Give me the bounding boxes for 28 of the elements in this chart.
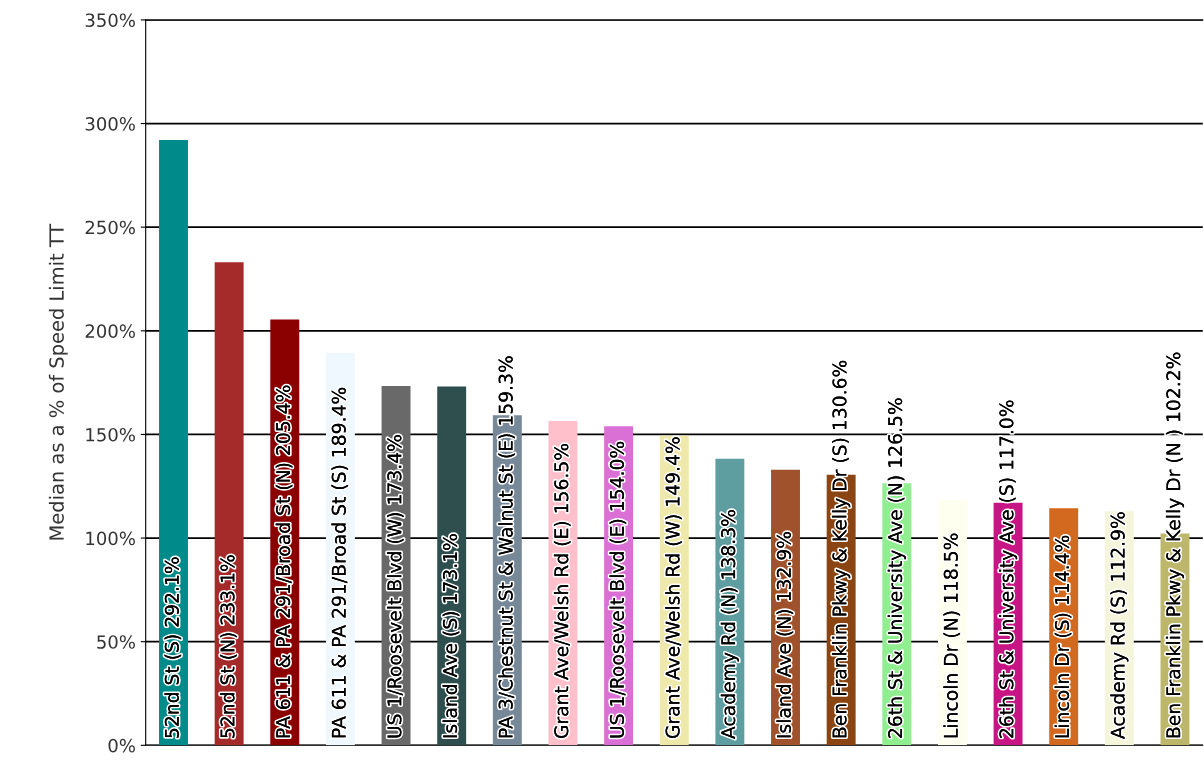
category-label: PA 3/Chestnut St & Walnut St (E) 159.3% xyxy=(498,356,515,738)
category-label: Lincoln Dr (S) 114.4% xyxy=(1054,535,1072,738)
y-axis-title: Median as a % of Speed Limit TT xyxy=(48,223,68,540)
category-label: Lincoln Dr (N) 118.5% xyxy=(943,533,961,738)
category-label: 52nd St (S) 292.1% xyxy=(164,557,182,738)
y-tick-label: 300% xyxy=(85,117,135,131)
y-tick-label: 150% xyxy=(86,427,135,442)
category-label: PA 611 & PA 291/Broad St (N) 205.4% xyxy=(275,385,293,738)
category-label: Island Ave (S) 173.1% xyxy=(442,534,460,738)
category-label: Grant Ave/Welsh Rd (E) 156.5% xyxy=(553,443,571,739)
category-label: Academy Rd (N) 138.3% xyxy=(720,510,739,739)
y-tick-label: 50% xyxy=(97,635,135,649)
y-tick-label: 200% xyxy=(85,324,135,338)
category-label: Ben Franklin Pkwy & Kelly Dr (N ) 102.2% xyxy=(1165,352,1185,738)
category-label: 52nd St (N) 233.1% xyxy=(220,555,237,738)
y-tick-label: 350% xyxy=(85,13,135,28)
category-label: 26th St & University Ave (S) 117.0% xyxy=(998,400,1018,738)
category-label: US 1/Roosevelt Blvd (W) 173.4% xyxy=(386,435,404,738)
category-label: 26th St & University Ave (N) 126.5% xyxy=(887,398,906,738)
category-label: Academy Rd (S) 112.9% xyxy=(1110,512,1129,739)
y-tick-label: 0% xyxy=(108,738,135,753)
category-label: Grant Ave/Welsh Rd (W) 149.4% xyxy=(665,437,682,739)
category-label: PA 611 & PA 291/Broad St (S) 189.4% xyxy=(331,387,349,738)
category-label: Island Ave (N) 132.9% xyxy=(776,531,794,738)
y-tick-label: 100% xyxy=(86,531,135,546)
y-tick-label: 250% xyxy=(85,220,135,235)
category-label: Ben Franklin Pkwy & Kelly Dr (S) 130.6% xyxy=(832,360,851,738)
category-label: US 1/Roosevelt Blvd (E) 154.0% xyxy=(609,441,627,738)
